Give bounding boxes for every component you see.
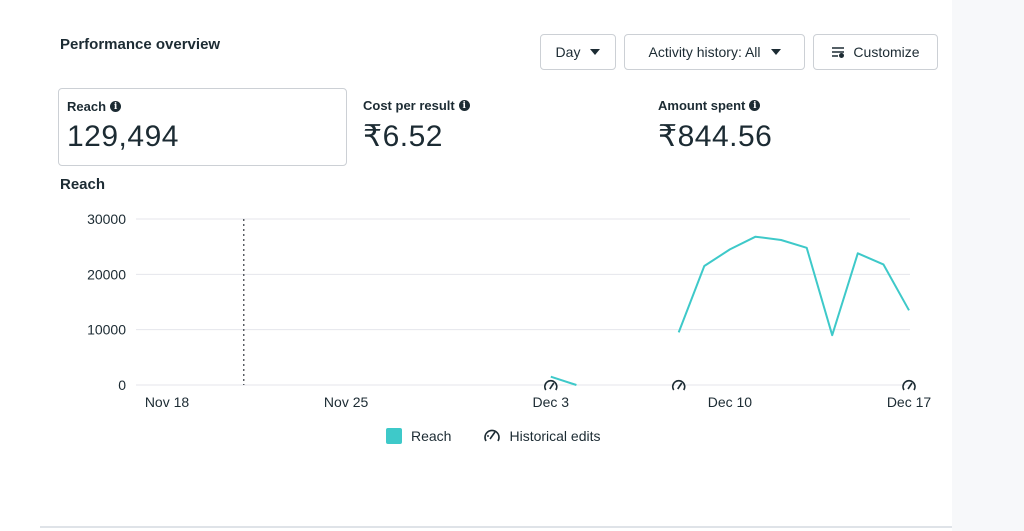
historical-edit-icon [483, 428, 501, 444]
metric-card-amount-spent[interactable]: Amount spent i ₹844.56 [650, 88, 930, 166]
series-line-reach [677, 235, 910, 337]
y-tick-label: 0 [118, 377, 126, 393]
x-tick-label: Dec 3 [533, 394, 570, 410]
metric-label: Cost per result [363, 98, 455, 113]
metric-card-cost-per-result[interactable]: Cost per result i ₹6.52 [355, 88, 635, 166]
legend-label: Reach [411, 428, 452, 444]
caret-down-icon [590, 49, 601, 55]
chart-legend: Reach Historical edits [386, 428, 601, 444]
activity-history-dropdown[interactable]: Activity history: All [624, 34, 805, 70]
caret-down-icon [770, 49, 781, 55]
info-icon[interactable]: i [110, 101, 122, 112]
legend-item-historical-edits[interactable]: Historical edits [483, 428, 601, 444]
legend-swatch [386, 428, 402, 444]
page-title: Performance overview [60, 36, 221, 53]
customize-button[interactable]: Customize [813, 34, 938, 70]
customize-label: Customize [853, 44, 920, 60]
legend-label: Historical edits [509, 428, 601, 444]
customize-icon [831, 46, 845, 58]
chart-title: Reach [60, 176, 106, 193]
x-tick-label: Nov 18 [145, 394, 190, 410]
side-panel-background [952, 0, 1024, 531]
legend-item-reach[interactable]: Reach [386, 428, 451, 444]
historical-edit-icon[interactable] [544, 379, 558, 391]
metric-card-reach[interactable]: Reach i 129,494 [58, 88, 347, 166]
historical-edit-icon[interactable] [671, 379, 686, 391]
metric-value: ₹844.56 [658, 120, 773, 153]
info-icon[interactable]: i [458, 100, 470, 111]
info-icon[interactable]: i [749, 100, 761, 111]
activity-history-label: Activity history: All [648, 44, 761, 60]
metric-label: Amount spent [658, 98, 746, 113]
metric-value: 129,494 [67, 120, 179, 153]
x-tick-label: Dec 10 [708, 394, 753, 410]
day-dropdown[interactable]: Day [540, 34, 616, 70]
section-divider [40, 526, 952, 528]
x-tick-label: Nov 25 [324, 394, 369, 410]
x-tick-label: Dec 17 [887, 394, 932, 410]
y-tick-label: 10000 [87, 322, 126, 338]
metric-value: ₹6.52 [363, 120, 443, 153]
day-dropdown-label: Day [555, 44, 581, 60]
metric-label: Reach [67, 99, 107, 114]
historical-edit-icon[interactable] [902, 379, 916, 391]
series-line-reach [550, 375, 577, 386]
y-tick-label: 30000 [87, 211, 126, 227]
y-tick-label: 20000 [87, 266, 126, 282]
